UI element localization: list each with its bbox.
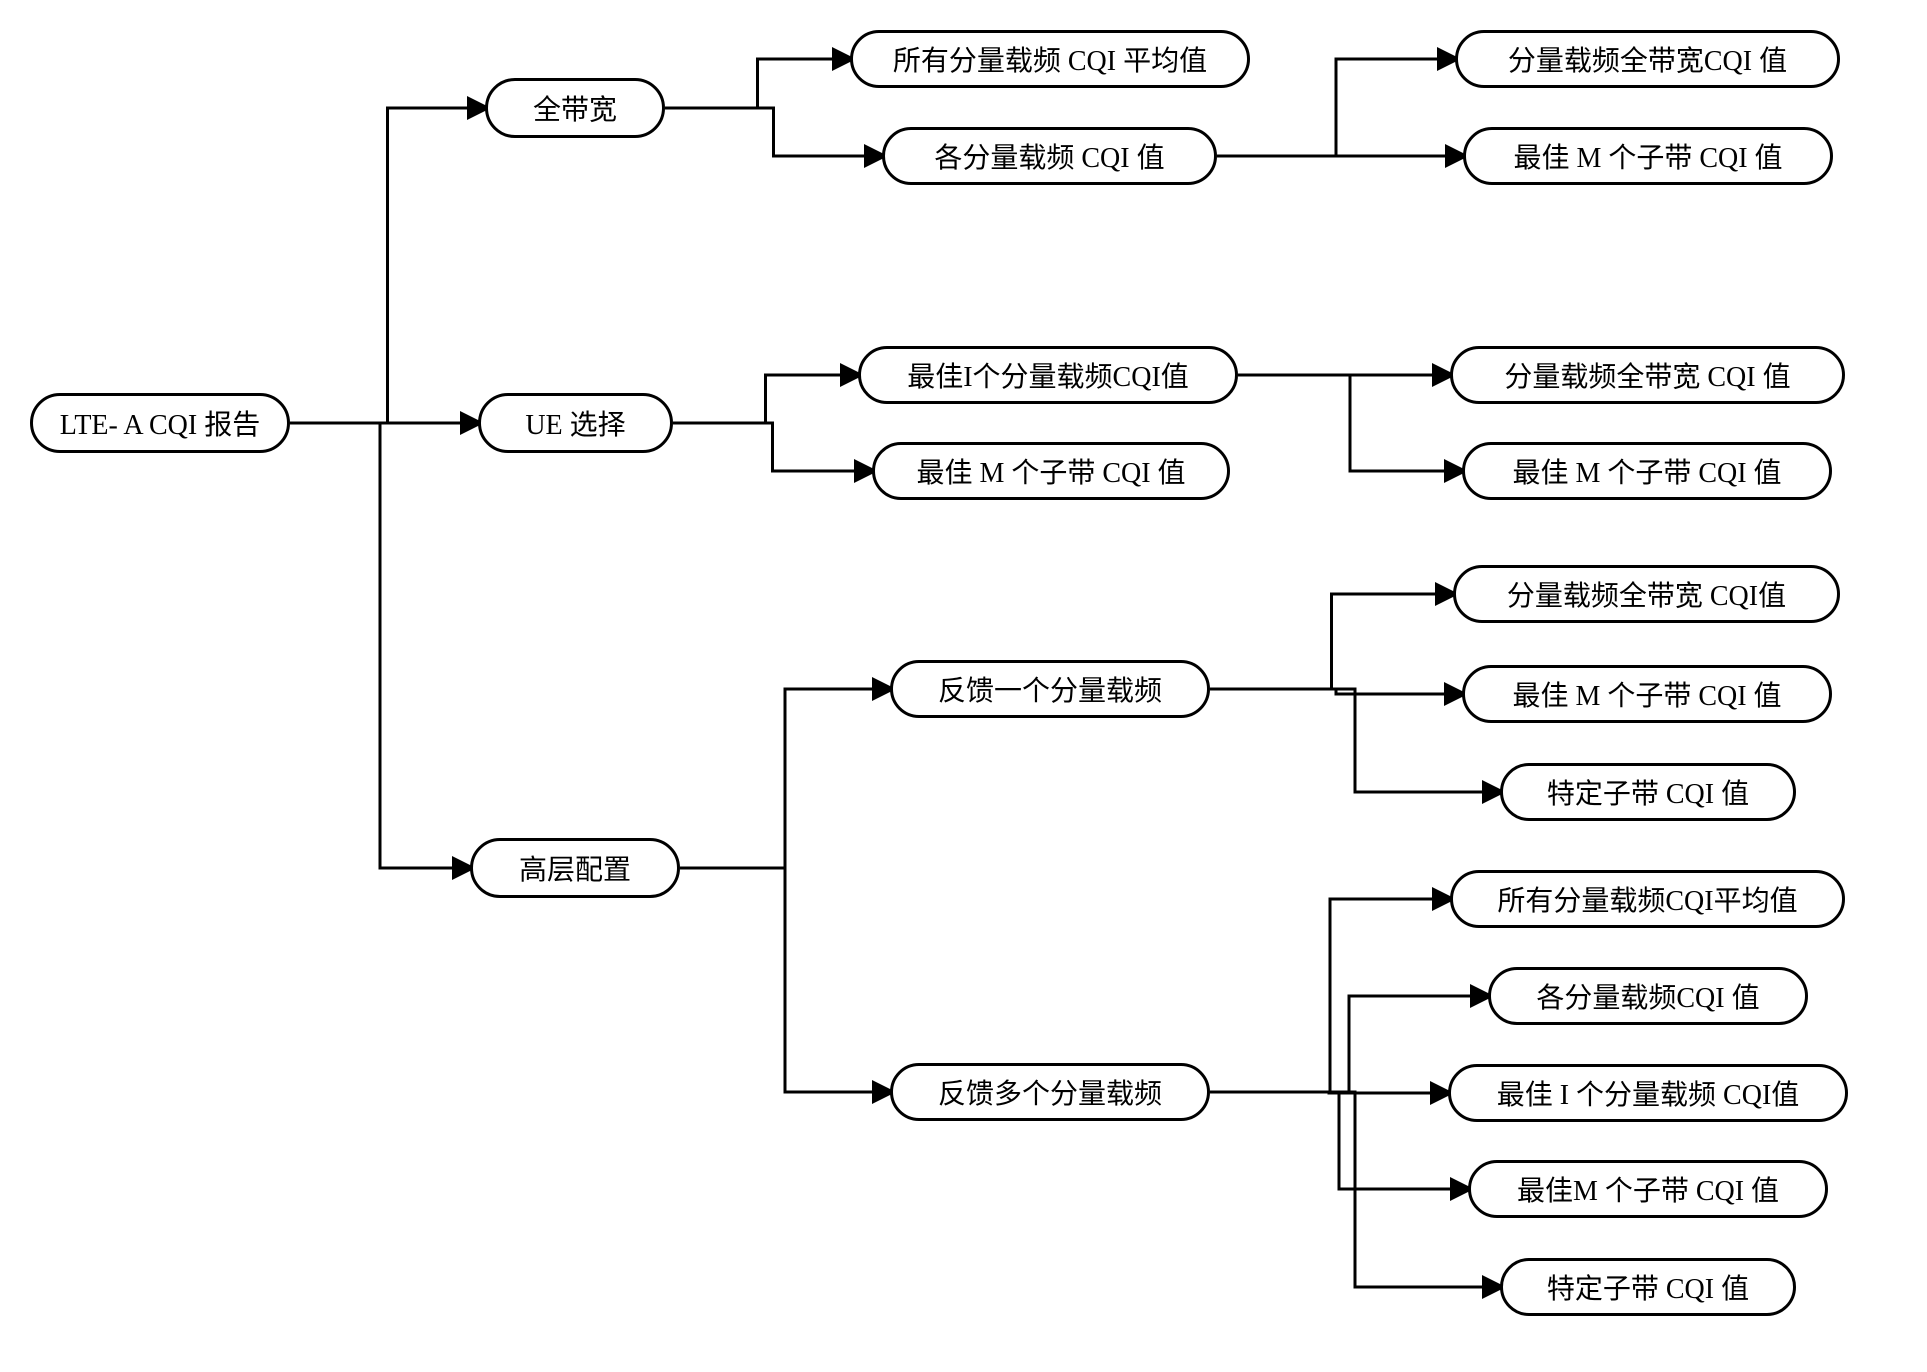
level1-l1c: 高层配置: [470, 838, 680, 898]
level1-l1b: UE 选择: [478, 393, 673, 453]
level3-l3d4: 最佳M 个子带 CQI 值: [1468, 1160, 1828, 1218]
level3-l3d4-label: 最佳M 个子带 CQI 值: [1517, 1169, 1779, 1209]
level3-l3a1: 分量载频全带宽CQI 值: [1455, 30, 1840, 88]
level2-l2a2: 各分量载频 CQI 值: [882, 127, 1217, 185]
level2-l2b2: 最佳 M 个子带 CQI 值: [872, 442, 1230, 500]
level3-l3d2-label: 各分量载频CQI 值: [1536, 976, 1759, 1016]
level2-l2b1-label: 最佳I个分量载频CQI值: [907, 355, 1189, 395]
root-node-label: LTE- A CQI 报告: [60, 403, 260, 443]
level1-l1b-label: UE 选择: [525, 403, 625, 443]
level3-l3d1: 所有分量载频CQI平均值: [1450, 870, 1845, 928]
level3-l3a2: 最佳 M 个子带 CQI 值: [1463, 127, 1833, 185]
level2-l2b1: 最佳I个分量载频CQI值: [858, 346, 1238, 404]
level3-l3d1-label: 所有分量载频CQI平均值: [1497, 879, 1797, 919]
level3-l3a2-label: 最佳 M 个子带 CQI 值: [1513, 136, 1782, 176]
level3-l3b1-label: 分量载频全带宽 CQI 值: [1504, 355, 1790, 395]
level2-l2c1-label: 反馈一个分量载频: [938, 669, 1162, 709]
level2-l2b2-label: 最佳 M 个子带 CQI 值: [916, 451, 1185, 491]
level3-l3c1: 分量载频全带宽 CQI值: [1453, 565, 1840, 623]
level3-l3c2-label: 最佳 M 个子带 CQI 值: [1512, 674, 1781, 714]
level3-l3b1: 分量载频全带宽 CQI 值: [1450, 346, 1845, 404]
level2-l2c2-label: 反馈多个分量载频: [938, 1072, 1162, 1112]
level3-l3d5-label: 特定子带 CQI 值: [1547, 1267, 1749, 1307]
level3-l3a1-label: 分量载频全带宽CQI 值: [1508, 39, 1787, 79]
level3-l3d3-label: 最佳 I 个分量载频 CQI值: [1497, 1073, 1800, 1113]
level1-l1a: 全带宽: [485, 78, 665, 138]
level3-l3c2: 最佳 M 个子带 CQI 值: [1462, 665, 1832, 723]
level1-l1a-label: 全带宽: [533, 88, 617, 128]
level3-l3c3-label: 特定子带 CQI 值: [1547, 772, 1749, 812]
level3-l3d3: 最佳 I 个分量载频 CQI值: [1448, 1064, 1848, 1122]
level3-l3c1-label: 分量载频全带宽 CQI值: [1507, 574, 1786, 614]
level1-l1c-label: 高层配置: [519, 848, 631, 888]
level3-l3d5: 特定子带 CQI 值: [1500, 1258, 1796, 1316]
root-node: LTE- A CQI 报告: [30, 393, 290, 453]
level2-l2c1: 反馈一个分量载频: [890, 660, 1210, 718]
level3-l3c3: 特定子带 CQI 值: [1500, 763, 1796, 821]
level2-l2a1: 所有分量载频 CQI 平均值: [850, 30, 1250, 88]
level3-l3b2-label: 最佳 M 个子带 CQI 值: [1512, 451, 1781, 491]
level2-l2c2: 反馈多个分量载频: [890, 1063, 1210, 1121]
level3-l3d2: 各分量载频CQI 值: [1488, 967, 1808, 1025]
level2-l2a2-label: 各分量载频 CQI 值: [934, 136, 1164, 176]
level2-l2a1-label: 所有分量载频 CQI 平均值: [893, 39, 1207, 79]
level3-l3b2: 最佳 M 个子带 CQI 值: [1462, 442, 1832, 500]
